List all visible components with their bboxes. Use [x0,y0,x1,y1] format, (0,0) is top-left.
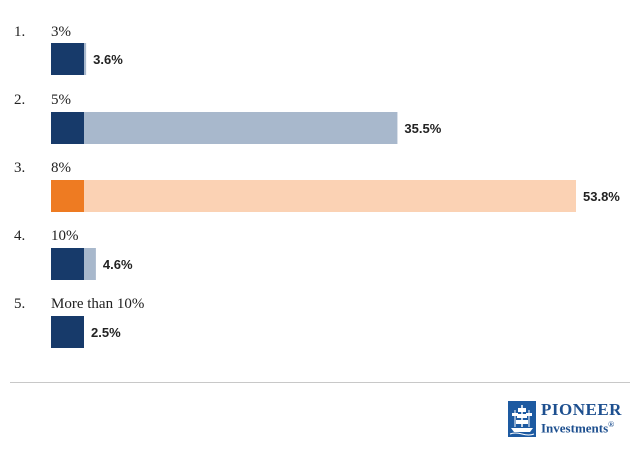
option-label: More than 10% [51,296,144,312]
value-label: 3.6% [93,52,123,67]
bar-marker [51,248,84,280]
option-number: 5. [14,296,25,312]
option-number: 4. [14,228,25,244]
bar [51,112,398,144]
value-label: 2.5% [91,325,121,340]
bar-marker [51,112,84,144]
survey-bar-chart: 1. 3%3.6%2. 5%35.5%3. 8%53.8%4. 10%4.6%5. Mor… [14,24,620,348]
option-label: 10% [51,228,79,244]
value-label: 4.6% [103,257,133,272]
logo-text-investments-word: Investments [541,420,609,436]
bar-marker [51,43,84,75]
option-number: 2. [14,92,25,108]
logo-text-pioneer: PIONEER [541,400,622,419]
registered-mark: ® [608,420,615,429]
pioneer-investments-logo: PIONEER Investments® [508,400,626,440]
bar [51,180,576,212]
logo-text-investments: Investments® [541,420,614,436]
divider [10,382,630,383]
option-number: 1. [14,24,25,40]
bar-marker [51,180,84,212]
value-label: 35.5% [404,121,441,136]
option-number: 3. [14,160,25,176]
value-label: 53.8% [583,189,620,204]
option-label: 5% [51,92,71,108]
ship-icon [508,401,536,437]
option-label: 8% [51,160,71,176]
bar-marker [51,316,84,348]
option-label: 3% [51,24,71,40]
